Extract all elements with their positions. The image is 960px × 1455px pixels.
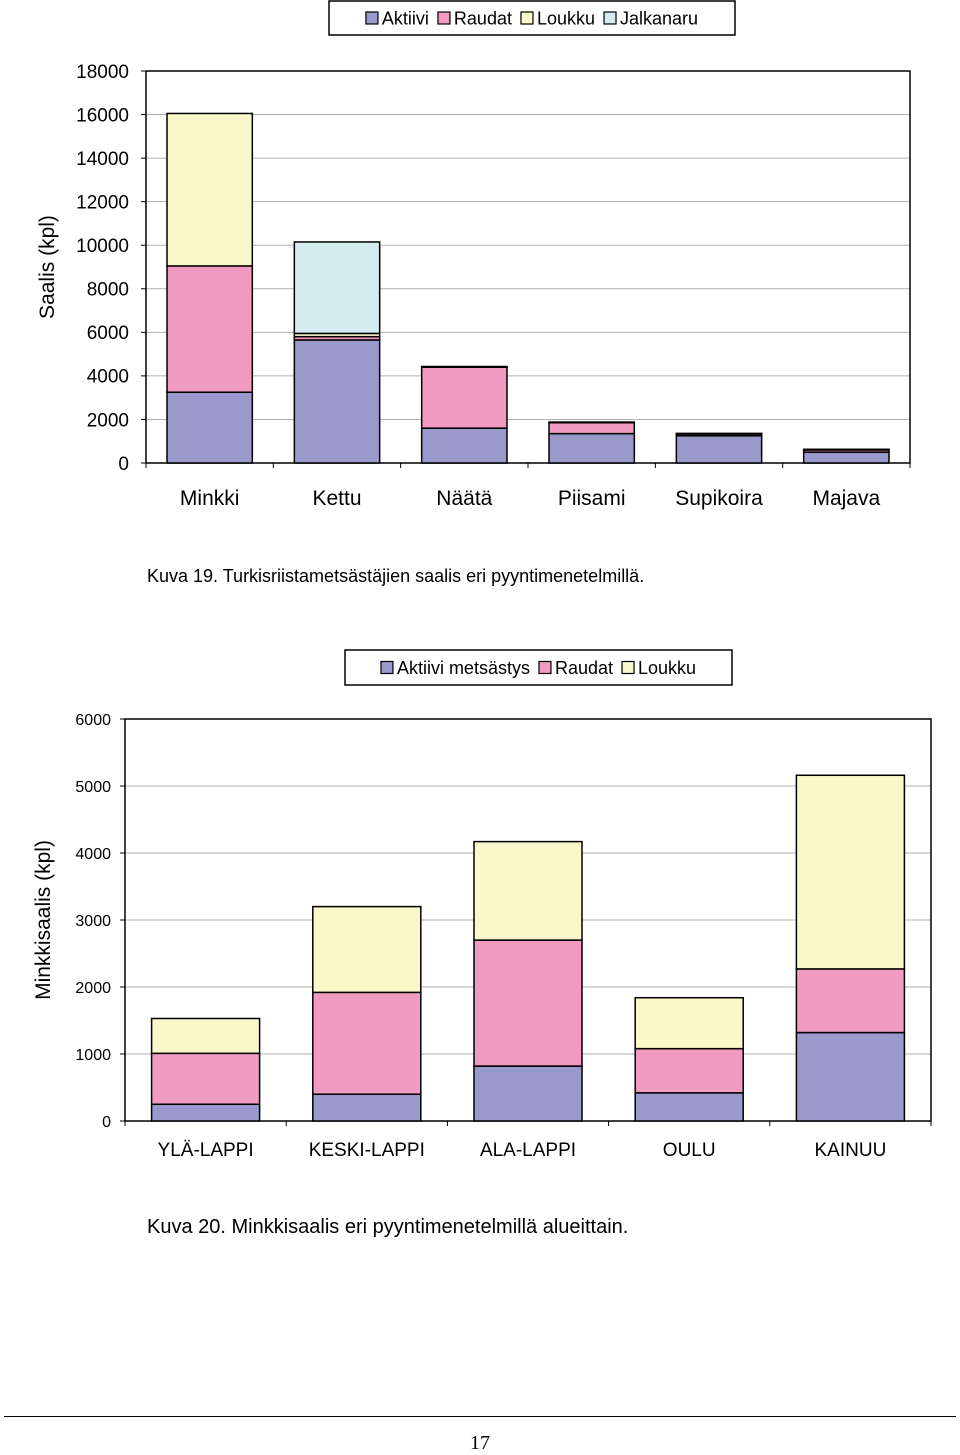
bar-raudat-yla-lappi	[150, 1052, 261, 1105]
bar-loukku-supikoira	[675, 432, 763, 435]
bar-raudat-kainuu	[795, 968, 906, 1034]
y-axis-label: Minkkisaalis (kpl)	[32, 840, 55, 1000]
y-tick-label: 6000	[87, 323, 129, 344]
bar-loukku-kainuu	[795, 774, 906, 970]
bar-aktiivi-metsastys-yla-lappi	[150, 1103, 261, 1122]
y-tick-label: 12000	[76, 193, 129, 214]
legend-swatch-raudat	[437, 11, 451, 25]
x-category-label: OULU	[663, 1140, 716, 1161]
y-tick-label: 1000	[75, 1047, 111, 1064]
bar-raudat-minkki	[166, 265, 254, 393]
x-category-label: KESKI-LAPPI	[309, 1140, 425, 1161]
y-tick-label: 4000	[75, 846, 111, 863]
bar-raudat-ala-lappi	[473, 939, 583, 1067]
legend-swatch-loukku	[621, 660, 635, 675]
legend-label-jalkanaru: Jalkanaru	[620, 8, 698, 28]
bar-aktiivi-kettu	[293, 339, 381, 464]
chart-minkkisaalis-alueittain: 0 1000 2000 3000 4000 5000 6000 Minkkisaalis (k…	[32, 649, 932, 1161]
y-tick-label: 14000	[76, 149, 129, 170]
y-tick-label: 5000	[75, 779, 111, 796]
x-category-label: Piisami	[558, 487, 626, 510]
page-number: 17	[470, 1432, 490, 1454]
legend-swatch-raudat	[538, 660, 552, 675]
x-category-label: YLÄ-LAPPI	[158, 1140, 254, 1161]
bar-aktiivi-supikoira	[675, 435, 763, 464]
bar-aktiivi-metsastys-oulu	[634, 1092, 744, 1122]
figure-20-caption: Kuva 20. Minkkisaalis eri pyyntimenetelm…	[147, 1216, 629, 1238]
y-tick-label: 10000	[76, 236, 129, 257]
y-tick-label: 4000	[87, 367, 129, 388]
x-category-label: Minkki	[180, 487, 240, 510]
y-tick-label: 0	[118, 454, 129, 475]
bar-loukku-ala-lappi	[473, 840, 583, 941]
bar-aktiivi-piisami	[548, 432, 636, 464]
y-tick-label: 16000	[76, 105, 129, 126]
y-tick-label: 2000	[87, 410, 129, 431]
legend-label-loukku: Loukku	[537, 8, 595, 28]
bar-loukku-yla-lappi	[150, 1017, 261, 1055]
bar-raudat-keski-lappi	[312, 991, 422, 1095]
legend-swatch-loukku	[520, 11, 534, 25]
bar-jalkanaru-kettu	[293, 241, 381, 335]
bar-raudat-naata	[420, 366, 508, 429]
legend-label-loukku: Loukku	[638, 658, 696, 678]
bar-aktiivi-metsastys-keski-lappi	[312, 1093, 422, 1122]
bar-loukku-minkki	[166, 112, 254, 267]
footer-rule	[4, 1416, 956, 1417]
y-tick-label: 8000	[87, 280, 129, 301]
legend-label-aktiivi-metsastys: Aktiivi metsästys	[397, 658, 530, 678]
legend-swatch-aktiivi	[365, 11, 379, 25]
bar-aktiivi-naata	[420, 427, 508, 464]
x-category-label: Näätä	[436, 487, 492, 510]
y-tick-label: 0	[102, 1114, 111, 1131]
bar-loukku-majava	[802, 448, 890, 451]
bar-loukku-naata	[420, 365, 508, 368]
legend-swatch-aktiivi-metsastys	[380, 660, 394, 675]
bar-loukku-oulu	[634, 996, 744, 1050]
legend-label-raudat: Raudat	[454, 8, 512, 28]
bar-aktiivi-metsastys-kainuu	[795, 1031, 906, 1122]
legend-swatch-jalkanaru	[603, 11, 617, 25]
bar-loukku-keski-lappi	[312, 905, 422, 994]
x-category-label: KAINUU	[815, 1140, 887, 1161]
y-tick-label: 2000	[75, 980, 111, 997]
chart-turkisriista-saalis: 0 2000 4000 6000 8000 10000 12000 14000 16000 180…	[36, 0, 911, 510]
legend-label-raudat: Raudat	[555, 658, 613, 678]
x-category-label: Kettu	[312, 487, 361, 510]
bar-loukku-piisami	[548, 421, 636, 424]
x-category-label: ALA-LAPPI	[480, 1140, 576, 1161]
bar-aktiivi-minkki	[166, 391, 254, 464]
y-axis-label: Saalis (kpl)	[36, 215, 59, 319]
x-category-label: Supikoira	[675, 487, 763, 510]
y-tick-label: 3000	[75, 913, 111, 930]
y-tick-label: 18000	[76, 62, 129, 83]
x-category-label: Majava	[812, 487, 880, 510]
y-tick-label: 6000	[75, 712, 111, 729]
legend-label-aktiivi: Aktiivi	[382, 8, 429, 28]
figure-19-caption: Kuva 19. Turkisriistametsästäjien saalis…	[147, 566, 645, 586]
bar-raudat-oulu	[634, 1047, 744, 1094]
bar-aktiivi-metsastys-ala-lappi	[473, 1065, 583, 1122]
